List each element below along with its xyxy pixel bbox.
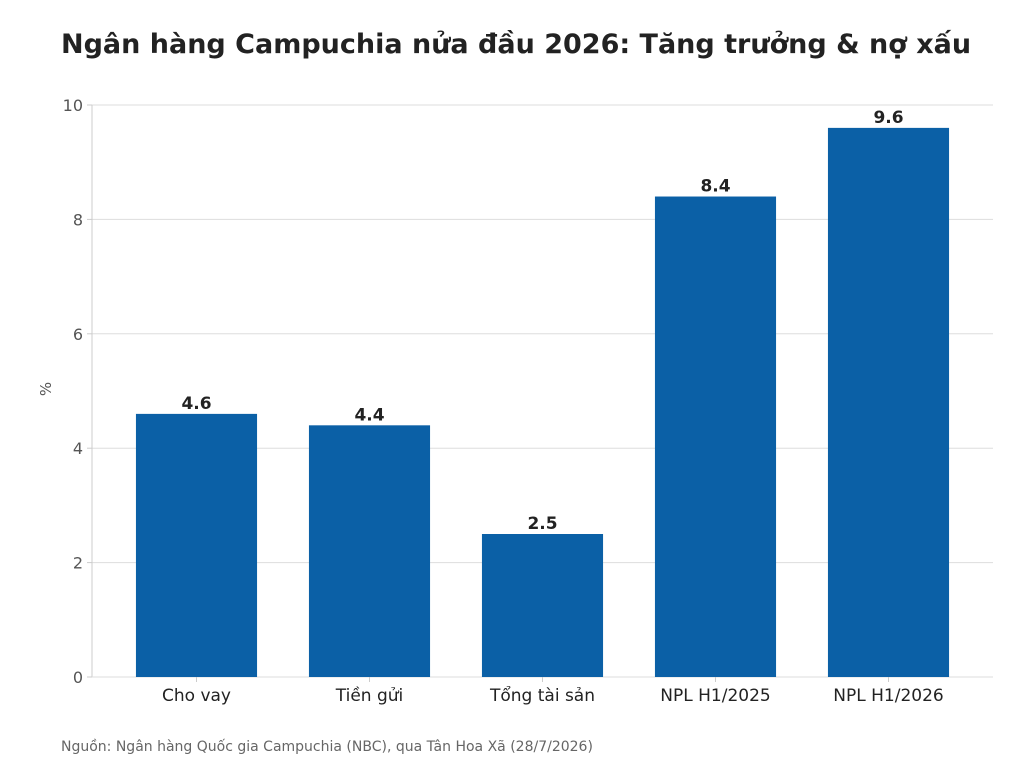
source-note: Nguồn: Ngân hàng Quốc gia Campuchia (NBC… [61,739,593,755]
x-category-label: NPL H1/2025 [660,686,770,706]
chart-title: Ngân hàng Campuchia nửa đầu 2026: Tăng t… [61,29,972,60]
y-tick-label: 4 [73,439,83,458]
x-category-label: NPL H1/2026 [833,686,943,706]
y-axis-label: % [37,382,55,396]
y-tick-label: 0 [73,668,83,687]
x-category-label: Tổng tài sản [489,685,595,706]
y-tick-label: 10 [63,96,83,115]
bar [827,127,950,677]
bar [481,534,604,677]
y-tick-label: 6 [73,325,83,344]
bar-value-label: 4.4 [354,405,384,425]
y-tick-label: 8 [73,210,83,229]
bar-value-label: 9.6 [873,108,903,128]
labels: 4.6 Cho vay 4.4 Tiền gửi 2.5 Tổng tài sản 8.4 N… [162,108,944,706]
bars [135,127,950,677]
bar [308,425,431,677]
bar-value-label: 8.4 [700,177,730,197]
bar-value-label: 4.6 [181,394,211,414]
bar [654,196,777,677]
y-tick-label: 2 [73,554,83,573]
bar-value-label: 2.5 [527,514,557,534]
x-category-label: Cho vay [162,686,231,706]
x-category-label: Tiền gửi [335,685,404,706]
bar [135,413,258,677]
